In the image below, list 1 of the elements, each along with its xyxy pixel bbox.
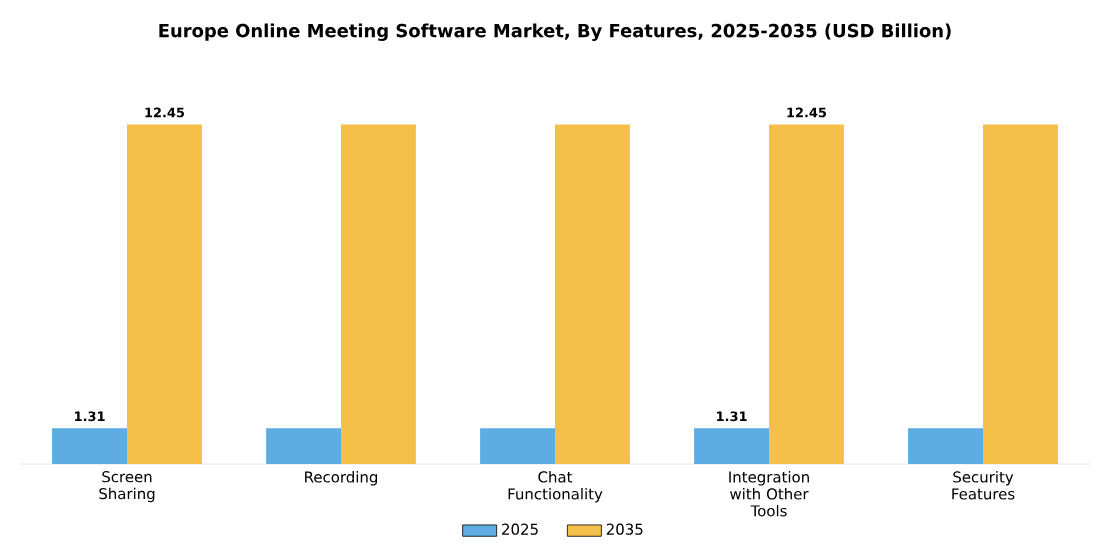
chart-title: Europe Online Meeting Software Market, By Features, 2025-2035 (USD Billion) <box>159 23 951 42</box>
